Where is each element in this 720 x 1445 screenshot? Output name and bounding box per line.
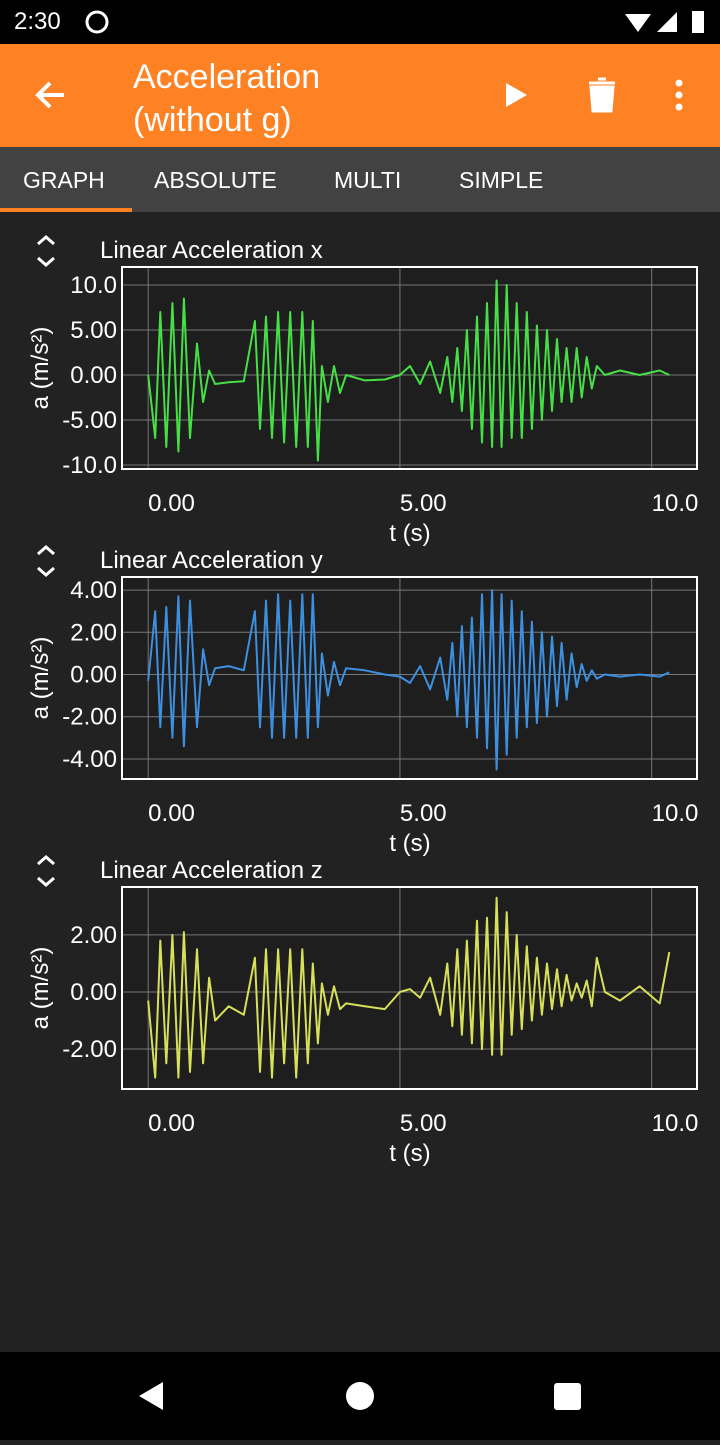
- status-icons: [85, 10, 704, 34]
- x-tick-label: 0.00: [148, 1110, 195, 1137]
- y-tick-label: -2.00: [62, 704, 117, 731]
- plot-frame: [121, 576, 698, 780]
- plot-area: [122, 887, 697, 1089]
- y-tick-label: 0.00: [70, 979, 117, 1006]
- y-tick-label: -5.00: [62, 407, 117, 434]
- chart-title: Linear Acceleration y: [100, 547, 323, 574]
- tab[interactable]: ABSOLUTE: [154, 167, 277, 193]
- x-tick-label: 10.0: [652, 800, 699, 827]
- tab[interactable]: SIMPLE: [459, 167, 544, 193]
- nav-home[interactable]: [346, 1382, 374, 1410]
- plot-area: [122, 267, 697, 469]
- tab[interactable]: GRAPH: [23, 167, 105, 193]
- plot-frame: [121, 886, 698, 1090]
- sort-toggle[interactable]: [37, 235, 55, 267]
- x-tick-label: 0.00: [148, 800, 195, 827]
- x-tick-label: 5.00: [400, 800, 447, 827]
- tab[interactable]: MULTI: [334, 167, 402, 193]
- data-line: [147, 896, 671, 1079]
- y-tick-label: 4.00: [70, 577, 117, 604]
- x-tick-label: 5.00: [400, 1110, 447, 1137]
- nav-back[interactable]: [139, 1382, 163, 1410]
- x-tick-label: 10.0: [652, 490, 699, 517]
- app-bar-icons: [35, 77, 683, 113]
- nav-recents[interactable]: [554, 1383, 581, 1410]
- data-line: [147, 279, 670, 462]
- tab-bar: GRAPH ABSOLUTE MULTI SIMPLE: [0, 147, 720, 212]
- y-tick-label: -4.00: [62, 746, 117, 773]
- data-line: [147, 589, 670, 771]
- app-title: Acceleration (without g): [133, 58, 321, 139]
- y-tick-label: 5.00: [70, 317, 117, 344]
- play-button[interactable]: [506, 83, 527, 107]
- chart-title: Linear Acceleration x: [100, 237, 323, 264]
- x-tick-label: 10.0: [652, 1110, 699, 1137]
- y-tick-label: 2.00: [70, 619, 117, 646]
- tab-indicator: [0, 208, 132, 212]
- y-tick-label: -10.0: [62, 452, 117, 479]
- plot-area: [122, 577, 697, 779]
- menu-button[interactable]: [675, 79, 683, 111]
- y-tick-label: -2.00: [62, 1036, 117, 1063]
- x-axis-label: t (s): [389, 830, 430, 857]
- x-tick-label: 0.00: [148, 490, 195, 517]
- y-axis-label: a (m/s²): [27, 637, 54, 720]
- delete-button[interactable]: [589, 77, 615, 113]
- y-tick-label: 2.00: [70, 922, 117, 949]
- x-axis-label: t (s): [389, 520, 430, 547]
- x-tick-label: 5.00: [400, 490, 447, 517]
- y-tick-label: 0.00: [70, 662, 117, 689]
- x-axis-label: t (s): [389, 1140, 430, 1167]
- y-axis-label: a (m/s²): [27, 947, 54, 1030]
- chart-title: Linear Acceleration z: [100, 857, 323, 884]
- plot-frame: [121, 266, 698, 470]
- y-tick-label: 0.00: [70, 362, 117, 389]
- back-button[interactable]: [35, 81, 64, 109]
- nav-bar: [0, 1352, 720, 1440]
- y-axis-label: a (m/s²): [27, 327, 54, 410]
- sort-toggle[interactable]: [37, 855, 55, 887]
- nav-icons: [139, 1382, 581, 1410]
- charts: Linear Acceleration x 0.00 5.00 10.0 10.0 5.0…: [27, 235, 699, 1167]
- sort-toggle[interactable]: [37, 545, 55, 577]
- y-tick-label: 10.0: [70, 272, 117, 299]
- app-bar: Acceleration (without g): [0, 44, 720, 147]
- status-bar: 2:30: [0, 0, 720, 44]
- clock: 2:30: [14, 8, 61, 35]
